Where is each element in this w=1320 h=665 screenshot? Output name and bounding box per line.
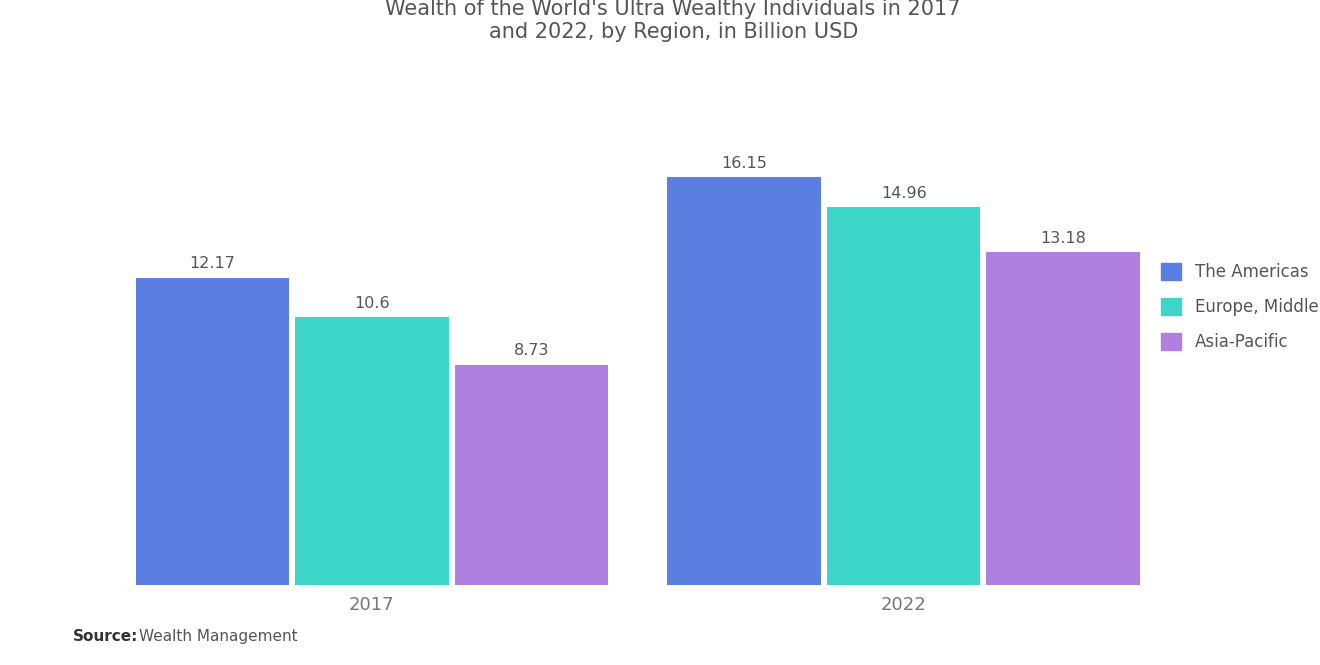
- Text: 8.73: 8.73: [513, 343, 549, 358]
- Legend: The Americas, Europe, Middle East, and Africa, Asia-Pacific: The Americas, Europe, Middle East, and A…: [1154, 255, 1320, 360]
- Text: 12.17: 12.17: [189, 256, 235, 271]
- Text: 10.6: 10.6: [354, 296, 389, 311]
- Text: Source:: Source:: [73, 628, 139, 644]
- Bar: [296, 317, 449, 585]
- Bar: [668, 177, 821, 585]
- Title: Wealth of the World's Ultra Wealthy Individuals in 2017
and 2022, by Region, in : Wealth of the World's Ultra Wealthy Indi…: [385, 0, 961, 42]
- Bar: [454, 364, 609, 585]
- Text: 13.18: 13.18: [1040, 231, 1086, 246]
- Bar: [136, 278, 289, 585]
- Text: 16.15: 16.15: [721, 156, 767, 171]
- Bar: [986, 252, 1140, 585]
- Text: Wealth Management: Wealth Management: [139, 628, 297, 644]
- Text: 14.96: 14.96: [880, 186, 927, 201]
- Bar: [826, 207, 981, 585]
